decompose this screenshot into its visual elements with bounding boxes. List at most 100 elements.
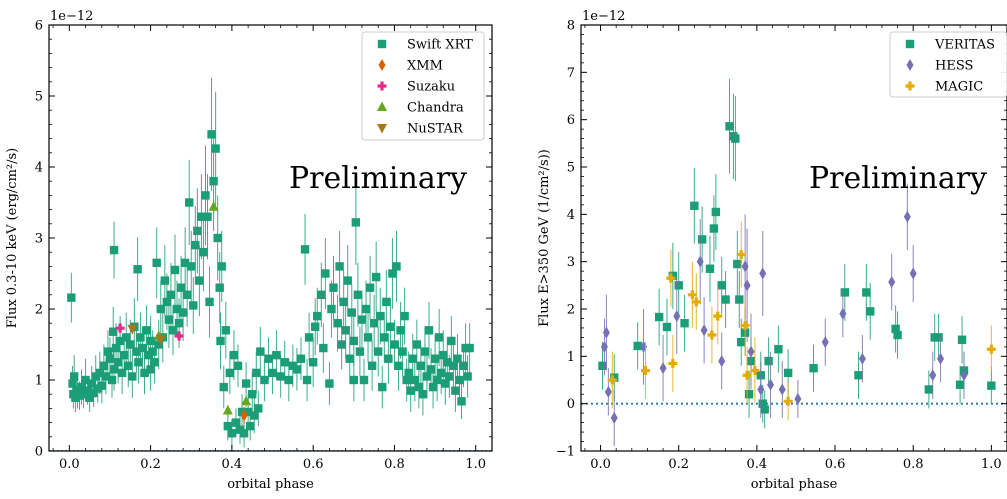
data-point (333, 319, 342, 328)
data-point (215, 283, 224, 292)
data-point (140, 368, 149, 378)
data-point (176, 283, 186, 292)
data-point (740, 321, 750, 331)
data-point (197, 212, 206, 221)
data-point (736, 250, 746, 260)
data-point (666, 273, 676, 283)
data-point (166, 290, 176, 299)
data-point (353, 290, 363, 299)
data-point (705, 264, 715, 273)
data-point (396, 326, 405, 335)
y-tick-label: 3 (567, 255, 575, 270)
data-point (633, 341, 642, 351)
data-point (424, 326, 434, 335)
data-point (300, 245, 310, 254)
series-magic (607, 221, 996, 421)
y-tick-label: 6 (35, 19, 43, 34)
data-point (700, 324, 708, 337)
data-point (264, 354, 273, 363)
data-point (109, 245, 119, 255)
data-point (172, 304, 182, 314)
x-tick-label: 0.0 (590, 457, 611, 472)
data-point (174, 331, 184, 341)
chart-panel-2: 0.0 0.2 0.4 0.6 0.8 1.0 −1 0 1 2 3 4 5 6 7 8 1e−12 orbita… (537, 9, 1007, 492)
data-point (398, 347, 407, 356)
data-point (351, 218, 361, 227)
data-point (313, 311, 322, 321)
data-point (386, 322, 395, 331)
legend-marker (905, 81, 915, 91)
legend-marker (378, 59, 386, 71)
data-point (602, 326, 610, 339)
y-tick-label: 5 (35, 90, 43, 105)
data-point (432, 375, 442, 385)
data-point (127, 324, 138, 335)
data-point (371, 272, 381, 282)
data-point (794, 392, 802, 405)
data-point (109, 327, 118, 336)
data-point (691, 297, 701, 307)
legend-marker (906, 59, 914, 71)
data-point (152, 258, 161, 268)
series-chandra (153, 199, 252, 417)
series-suzaku (115, 322, 184, 342)
data-point (986, 344, 996, 354)
data-point (449, 361, 458, 370)
data-point (201, 191, 210, 200)
y-tick-label: 2 (35, 303, 43, 318)
data-point (365, 283, 375, 292)
legend: VERITAS HESS MAGIC (889, 31, 1007, 98)
data-point (68, 379, 77, 388)
data-layer (67, 77, 474, 448)
data-point (178, 308, 188, 317)
data-point (182, 290, 192, 299)
data-point (241, 395, 252, 406)
data-point (640, 366, 650, 376)
data-point (180, 258, 190, 268)
data-point (888, 276, 896, 289)
data-point (767, 378, 775, 391)
data-point (308, 358, 318, 367)
data-point (737, 337, 746, 347)
data-point (455, 375, 464, 385)
data-point (711, 207, 721, 217)
data-point (924, 385, 934, 394)
data-point (410, 375, 419, 385)
data-point (430, 354, 440, 363)
data-point (122, 333, 131, 342)
data-point (349, 375, 359, 385)
data-point (133, 265, 142, 274)
series-nustar (127, 323, 166, 345)
data-point (170, 265, 180, 275)
data-point (743, 279, 751, 292)
x-tick-label: 0.6 (303, 457, 324, 472)
data-point (154, 340, 163, 349)
legend: Swift XRT XMM Suzaku Chandra NuSTAR (361, 31, 485, 141)
data-point (774, 345, 783, 354)
data-point (733, 259, 742, 269)
data-point (893, 330, 902, 340)
data-point (465, 343, 474, 353)
data-point (987, 381, 996, 390)
data-point (87, 379, 96, 388)
data-point (359, 375, 369, 385)
data-point (216, 336, 225, 346)
data-point (610, 373, 619, 382)
data-point (783, 396, 793, 406)
data-point (607, 375, 617, 385)
data-point (284, 375, 293, 385)
data-point (764, 356, 773, 366)
x-tick-label: 0.0 (59, 457, 80, 472)
y-tick-label: 0 (35, 445, 43, 460)
legend-box (889, 31, 1007, 98)
data-point (367, 361, 377, 370)
data-point (199, 248, 208, 257)
legend-label: HESS (935, 59, 973, 74)
legend-label: Chandra (407, 101, 464, 116)
data-point (721, 295, 730, 304)
data-point (128, 372, 137, 381)
data-point (146, 365, 155, 374)
data-point (735, 295, 744, 304)
data-point (955, 380, 965, 389)
